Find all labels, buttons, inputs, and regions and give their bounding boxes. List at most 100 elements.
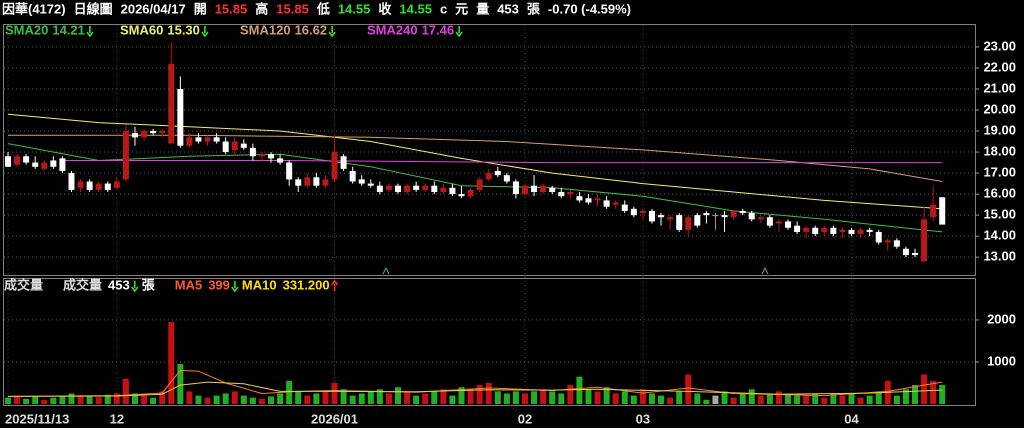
candle-body <box>231 141 238 150</box>
volume-bar <box>413 395 420 404</box>
candle-body <box>739 210 746 214</box>
volume-bar <box>667 397 674 404</box>
y-tick-label: 23.00 <box>983 38 1016 53</box>
trend-arrow <box>455 26 463 38</box>
header-item: 14.55 <box>338 1 371 16</box>
candle-body <box>195 137 202 142</box>
candle-body <box>240 143 247 148</box>
legend-name: SMA60 <box>120 22 163 37</box>
candle-body <box>249 147 256 157</box>
candle-body <box>585 198 592 203</box>
volume-bar <box>757 395 764 404</box>
candle-body <box>340 156 347 169</box>
candle-body <box>830 227 837 235</box>
candle-body <box>476 179 483 190</box>
candle-body <box>204 137 211 142</box>
candle-body <box>77 181 84 188</box>
volume-bar <box>848 393 855 404</box>
candle-body <box>576 196 583 201</box>
candle-body <box>376 185 383 192</box>
candle-body <box>603 200 610 207</box>
volume-bar <box>231 391 238 404</box>
volume-bar <box>576 376 583 404</box>
volume-bar <box>912 385 918 404</box>
volume-bar <box>766 393 773 404</box>
volume-bar <box>50 397 57 404</box>
candle-body <box>358 179 365 184</box>
candle-body <box>104 183 111 190</box>
volume-bar <box>830 393 837 404</box>
header-item: 低 <box>316 1 330 16</box>
volume-bar <box>168 322 175 404</box>
header-item: 量 <box>476 1 489 16</box>
candle-body <box>912 252 918 256</box>
volume-bar <box>866 395 873 404</box>
candle-body <box>150 131 157 134</box>
volume-bar <box>23 398 30 404</box>
volume-legend-item: MA5 <box>175 277 202 292</box>
candle-body <box>286 162 293 180</box>
candle-body <box>839 229 846 232</box>
volume-bar <box>222 393 229 404</box>
candle-body <box>95 183 102 190</box>
header-item: 收 <box>378 1 392 16</box>
volume-bar <box>512 391 519 404</box>
volume-bar <box>639 389 646 404</box>
y-tick-label: 19.00 <box>983 122 1016 137</box>
candle-body <box>721 215 728 218</box>
candle-body <box>703 213 710 216</box>
candle-body <box>349 170 356 182</box>
trend-arrow <box>328 26 336 38</box>
volume-bar <box>485 382 492 404</box>
volume-bar <box>594 391 601 404</box>
candle-body <box>68 173 75 190</box>
candle-body <box>549 187 556 192</box>
volume-bar <box>204 397 211 404</box>
volume-bar <box>821 397 828 404</box>
y-tick-label: 21.00 <box>983 80 1016 95</box>
volume-bar <box>141 395 148 404</box>
volume-legend-item: 成交量 <box>4 277 43 292</box>
candle-body <box>59 158 66 171</box>
candle-body <box>367 183 374 186</box>
volume-bar <box>521 393 528 404</box>
candle-body <box>50 160 57 167</box>
volume-bar <box>476 385 483 404</box>
candle-body <box>694 215 701 226</box>
candle-body <box>521 185 528 195</box>
x-tick-label: 2026/01 <box>311 411 358 426</box>
volume-bar <box>68 393 75 404</box>
candle-body <box>594 198 601 201</box>
volume-bar <box>268 396 275 404</box>
candle-body <box>395 185 402 192</box>
candle-body <box>558 192 565 197</box>
legend-value: 15.30 <box>167 22 200 37</box>
candle-body <box>766 217 773 226</box>
candle-body <box>413 185 420 190</box>
volume-bar <box>676 391 683 404</box>
volume-bar <box>694 393 701 404</box>
candle-body <box>277 158 284 163</box>
candle-body <box>685 217 692 230</box>
volume-bar <box>422 393 429 404</box>
x-tick-label: 04 <box>844 411 859 426</box>
candle-body <box>939 197 946 225</box>
volume-bar <box>186 391 193 404</box>
volume-bar <box>603 387 610 404</box>
volume-bar <box>150 397 157 404</box>
candle-body <box>122 131 129 180</box>
candle-body <box>848 229 855 235</box>
volume-bar <box>630 395 637 404</box>
candle-body <box>930 204 937 218</box>
volume-bar <box>195 395 202 404</box>
volume-bar <box>531 391 538 404</box>
volume-ma-line <box>7 369 943 397</box>
candle-body <box>757 217 764 220</box>
volume-bar <box>32 396 39 404</box>
candle-body <box>857 229 864 235</box>
volume-bar <box>59 395 66 404</box>
volume-bar <box>77 396 84 404</box>
header-item: 開 <box>194 1 207 16</box>
